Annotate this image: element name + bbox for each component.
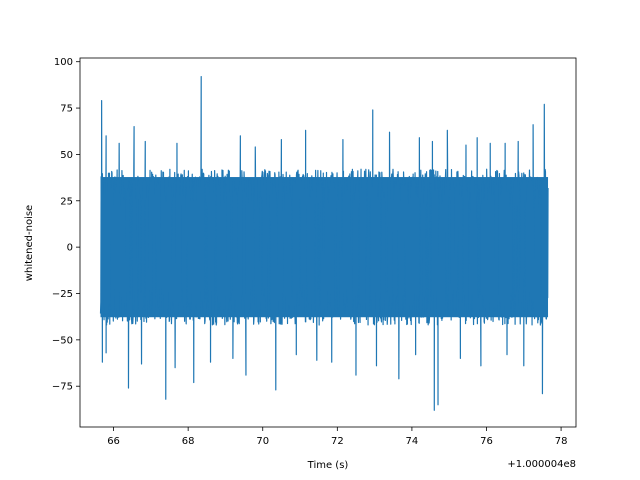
y-tick-label: 25 bbox=[60, 196, 73, 207]
y-tick-label: −75 bbox=[52, 382, 73, 393]
y-tick-label: 50 bbox=[60, 150, 73, 161]
y-axis-label: whitened-noise bbox=[24, 205, 35, 281]
x-tick-label: 70 bbox=[256, 436, 269, 447]
plot-area bbox=[99, 75, 549, 411]
y-tick-label: 0 bbox=[67, 243, 73, 254]
y-tick-label: −50 bbox=[52, 335, 73, 346]
x-tick-label: 74 bbox=[406, 436, 419, 447]
x-tick-label: 72 bbox=[331, 436, 344, 447]
x-tick-label: 76 bbox=[480, 436, 493, 447]
axes-frame bbox=[79, 57, 577, 428]
y-tick-label: 75 bbox=[60, 104, 73, 115]
x-axis-label: Time (s) bbox=[307, 460, 349, 471]
x-axis-offset-label: +1.000004e8 bbox=[507, 459, 576, 470]
y-tick-label: −25 bbox=[52, 289, 73, 300]
y-tick-label: 100 bbox=[54, 57, 73, 68]
series-line bbox=[99, 75, 549, 411]
x-tick-label: 78 bbox=[555, 436, 568, 447]
y-axis-ticks: 100 75 50 25 0 −25 −50 −75 bbox=[52, 57, 80, 393]
x-axis-ticks: 66 68 70 72 74 76 78 bbox=[107, 427, 567, 447]
x-tick-label: 66 bbox=[107, 436, 120, 447]
x-tick-label: 68 bbox=[182, 436, 195, 447]
axes-border bbox=[79, 57, 577, 428]
